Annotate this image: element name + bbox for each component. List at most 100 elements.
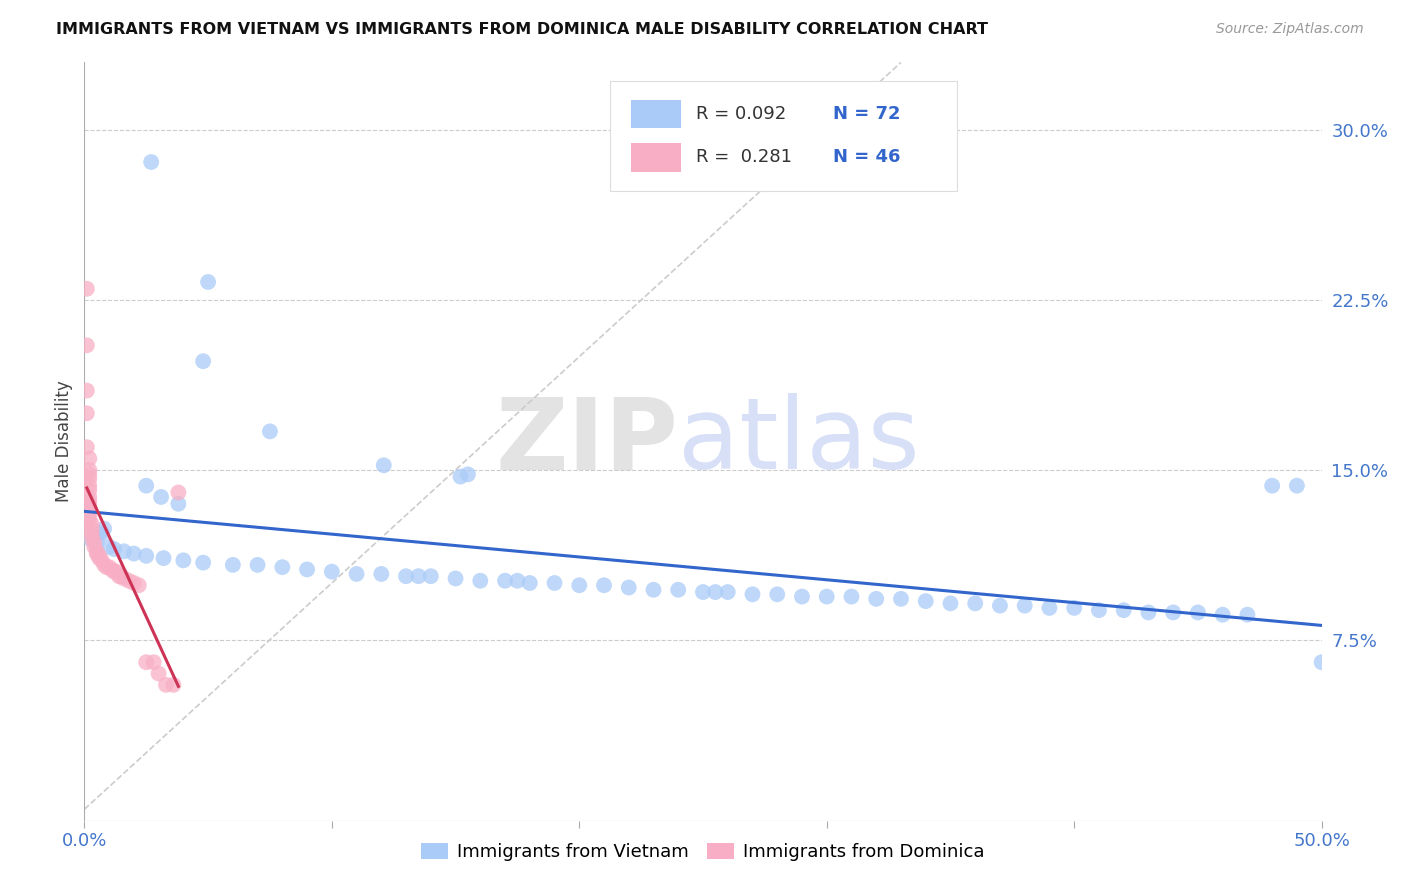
Text: IMMIGRANTS FROM VIETNAM VS IMMIGRANTS FROM DOMINICA MALE DISABILITY CORRELATION : IMMIGRANTS FROM VIETNAM VS IMMIGRANTS FR…	[56, 22, 988, 37]
Point	[80, 517, 103, 532]
Point	[1161, 606, 1184, 620]
Point	[370, 566, 392, 581]
Point	[135, 549, 157, 563]
Point	[965, 596, 987, 610]
Point	[135, 478, 157, 492]
Point	[103, 565, 125, 579]
Point	[373, 458, 395, 473]
Point	[1212, 607, 1234, 622]
Point	[988, 599, 1011, 613]
Point	[1236, 607, 1258, 622]
Point	[150, 490, 173, 504]
Point	[89, 526, 111, 541]
Point	[167, 485, 190, 500]
Legend: Immigrants from Vietnam, Immigrants from Dominica: Immigrants from Vietnam, Immigrants from…	[413, 836, 993, 869]
Point	[141, 155, 163, 169]
Point	[89, 551, 111, 566]
Point	[321, 565, 343, 579]
Point	[222, 558, 245, 572]
Point	[191, 556, 214, 570]
Point	[890, 591, 912, 606]
Point	[1112, 603, 1135, 617]
Point	[76, 282, 98, 296]
Point	[103, 542, 125, 557]
Point	[419, 569, 441, 583]
Point	[112, 572, 135, 586]
Point	[142, 655, 165, 669]
Point	[346, 566, 368, 581]
Point	[79, 503, 101, 517]
Point	[408, 569, 430, 583]
Point	[815, 590, 838, 604]
Point	[152, 551, 174, 566]
FancyBboxPatch shape	[610, 81, 956, 191]
Text: N = 72: N = 72	[832, 105, 900, 123]
Text: atlas: atlas	[678, 393, 920, 490]
Point	[79, 472, 101, 486]
Point	[1310, 655, 1333, 669]
Text: R = 0.092: R = 0.092	[696, 105, 786, 123]
Point	[704, 585, 727, 599]
Point	[692, 585, 714, 599]
Point	[79, 451, 101, 466]
Point	[118, 574, 141, 588]
Point	[543, 576, 565, 591]
Point	[110, 569, 132, 583]
Point	[96, 560, 118, 574]
Point	[80, 522, 103, 536]
Point	[79, 478, 101, 492]
Point	[128, 578, 150, 592]
Point	[155, 678, 177, 692]
Point	[122, 576, 145, 591]
Point	[1187, 606, 1209, 620]
Point	[506, 574, 529, 588]
Point	[395, 569, 418, 583]
Point	[259, 425, 281, 439]
Text: N = 46: N = 46	[832, 148, 900, 166]
Point	[593, 578, 616, 592]
Point	[914, 594, 936, 608]
Point	[86, 535, 108, 549]
Point	[191, 354, 214, 368]
Point	[617, 581, 640, 595]
Point	[90, 553, 112, 567]
Point	[135, 655, 157, 669]
Point	[80, 531, 103, 545]
Point	[717, 585, 740, 599]
Point	[79, 483, 101, 498]
Text: R =  0.281: R = 0.281	[696, 148, 792, 166]
Point	[79, 513, 101, 527]
Point	[1261, 478, 1284, 492]
Point	[76, 406, 98, 420]
Point	[89, 549, 111, 563]
Point	[841, 590, 863, 604]
Point	[1014, 599, 1036, 613]
Point	[865, 591, 887, 606]
Point	[457, 467, 479, 482]
Point	[162, 678, 184, 692]
Point	[108, 569, 131, 583]
Point	[148, 666, 170, 681]
Point	[79, 490, 101, 504]
Point	[76, 440, 98, 454]
Point	[83, 531, 105, 545]
FancyBboxPatch shape	[631, 100, 681, 128]
Point	[470, 574, 492, 588]
Point	[83, 540, 105, 554]
Point	[76, 338, 98, 352]
Point	[246, 558, 269, 572]
Point	[83, 535, 105, 549]
Point	[86, 544, 108, 558]
Point	[76, 384, 98, 398]
Point	[766, 587, 789, 601]
Point	[790, 590, 813, 604]
Point	[444, 572, 467, 586]
Point	[450, 469, 472, 483]
Point	[86, 547, 108, 561]
Text: ZIP: ZIP	[495, 393, 678, 490]
Point	[100, 562, 122, 576]
Point	[939, 596, 962, 610]
Text: Source: ZipAtlas.com: Source: ZipAtlas.com	[1216, 22, 1364, 37]
Point	[295, 562, 318, 576]
Point	[741, 587, 763, 601]
